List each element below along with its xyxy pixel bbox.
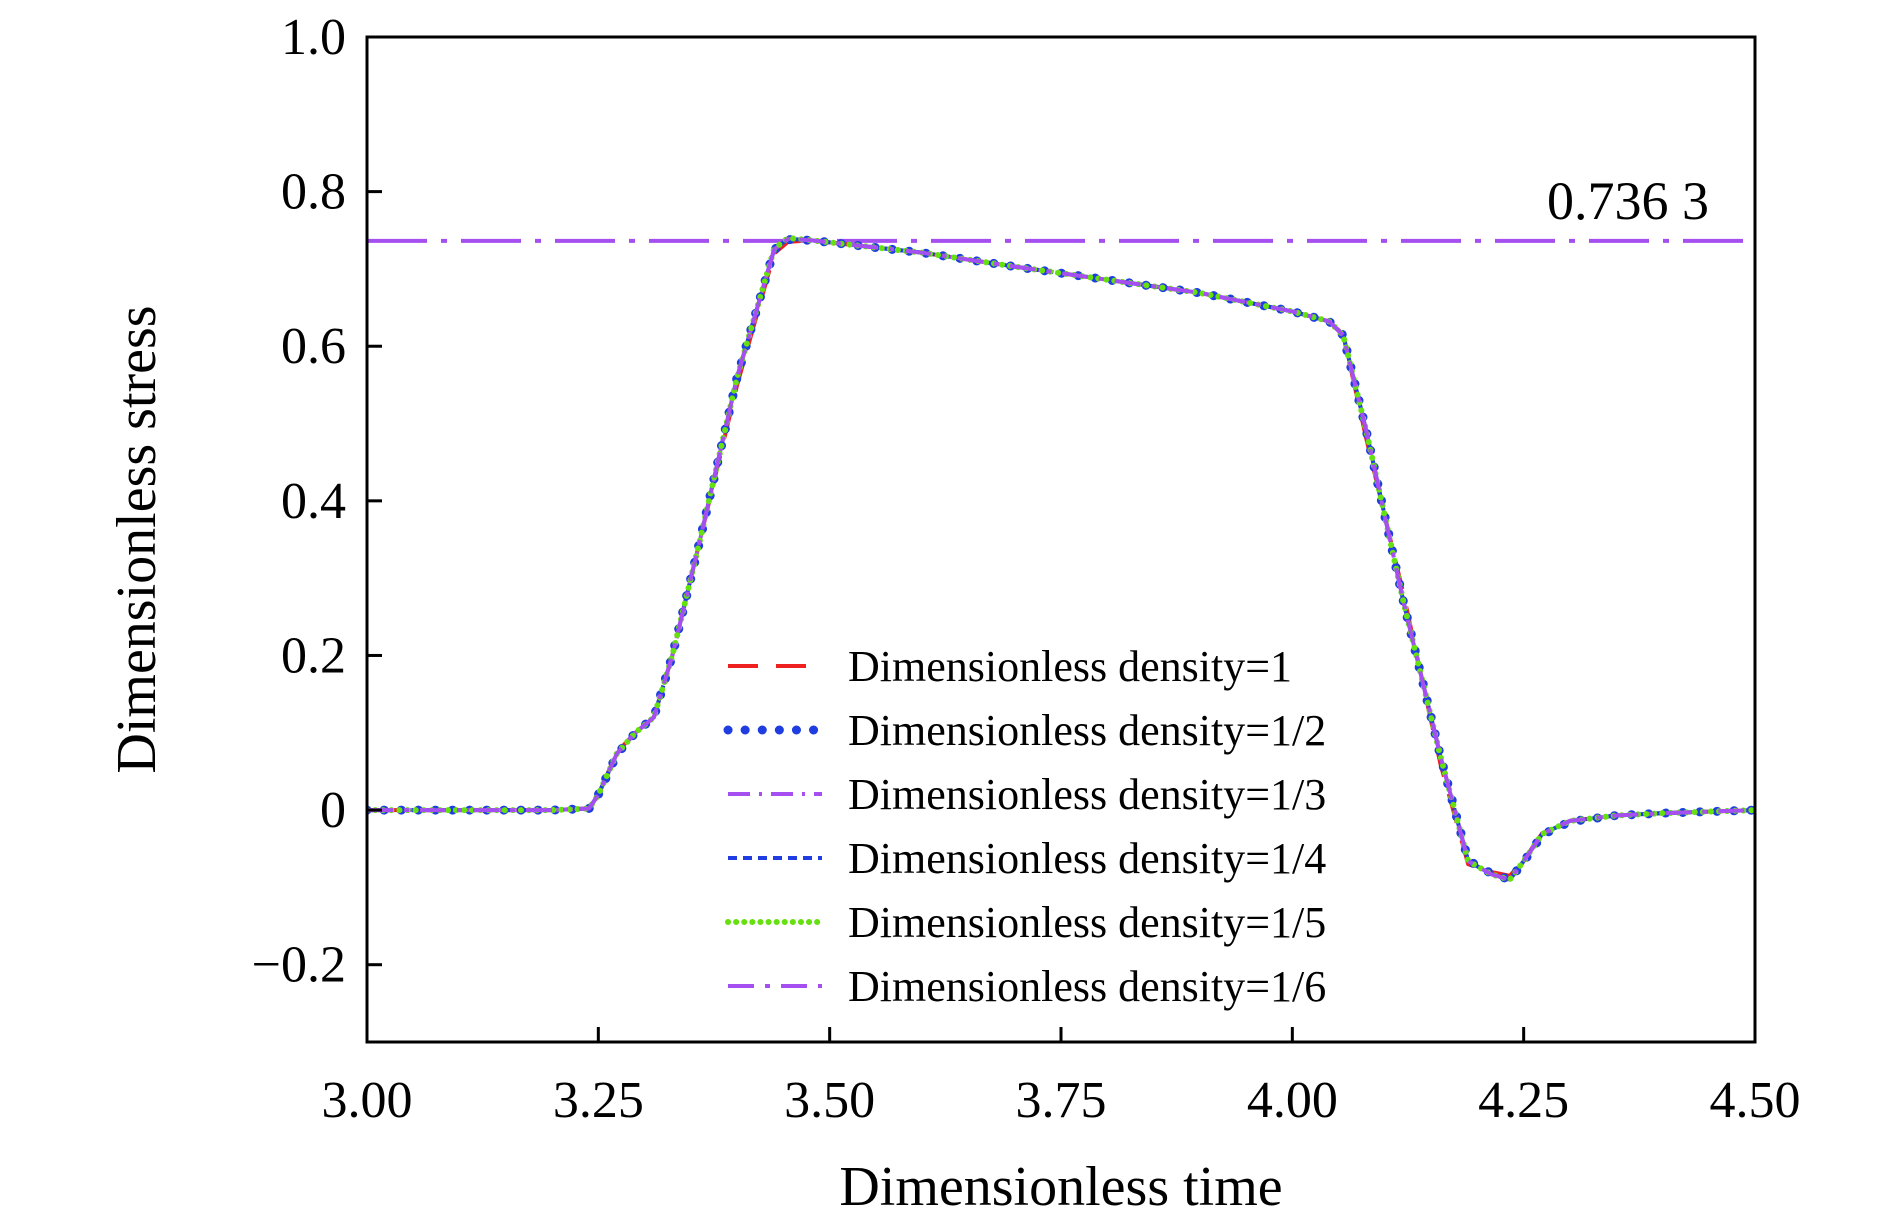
series-line-6 — [367, 236, 1755, 882]
legend-label-5: Dimensionless density=1/5 — [848, 898, 1326, 947]
y-tick-label: 1.0 — [281, 9, 346, 66]
y-tick-label: −0.2 — [252, 937, 346, 994]
y-tick-label: 0.2 — [281, 627, 346, 684]
y-tick-label: 0.6 — [281, 318, 346, 375]
y-tick-label: 0.8 — [281, 164, 346, 221]
x-tick-label: 4.00 — [1247, 1072, 1338, 1129]
y-axis-title: Dimensionless stress — [106, 305, 168, 773]
x-tick-label: 3.00 — [322, 1072, 413, 1129]
legend-label-6: Dimensionless density=1/6 — [848, 962, 1326, 1011]
legend-label-1: Dimensionless density=1 — [848, 642, 1292, 691]
y-tick-label: 0 — [320, 782, 346, 839]
legend-label-4: Dimensionless density=1/4 — [848, 834, 1326, 883]
x-axis-title: Dimensionless time — [839, 1156, 1282, 1218]
x-tick-label: 3.50 — [784, 1072, 875, 1129]
x-tick-label: 3.25 — [553, 1072, 644, 1129]
legend-label-2: Dimensionless density=1/2 — [848, 706, 1326, 755]
axes-layer: 3.00 3.25 3.50 3.75 4.00 4.25 4.50 −0.2 0 0.2 0.4 0… — [106, 9, 1801, 1218]
legend: Dimensionless density=1 Dimensionless den… — [723, 642, 1326, 1011]
legend-label-3: Dimensionless density=1/3 — [848, 770, 1326, 819]
y-tick-label: 0.4 — [281, 473, 346, 530]
reference-line-layer: 0.736 3 — [367, 171, 1755, 243]
series-layer — [367, 235, 1755, 885]
reference-line-label: 0.736 3 — [1547, 171, 1709, 231]
x-tick-label: 4.50 — [1710, 1072, 1801, 1129]
x-tick-label: 3.75 — [1016, 1072, 1107, 1129]
x-tick-label: 4.25 — [1478, 1072, 1569, 1129]
